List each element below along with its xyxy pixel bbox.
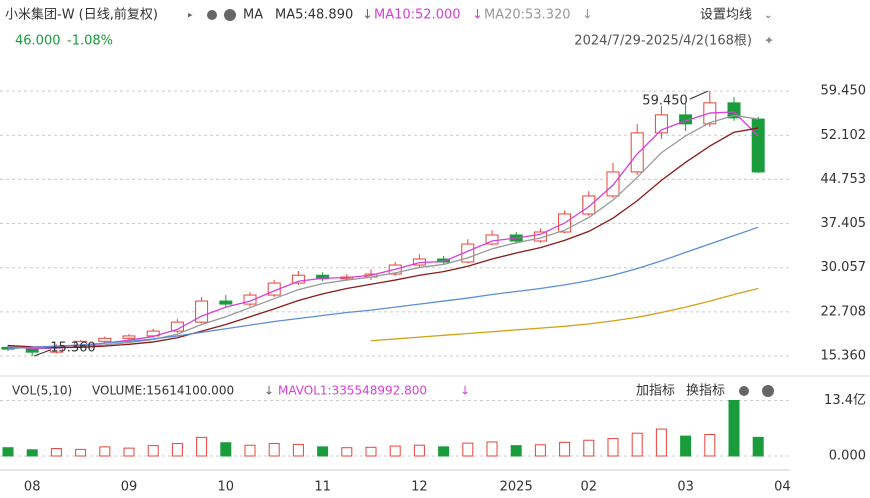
mavol: MAVOL1:335548992.800	[278, 384, 427, 398]
candle-body	[751, 118, 765, 173]
x-tick-label: 2025	[500, 480, 533, 495]
volume-bar	[413, 444, 425, 457]
candle-body	[195, 300, 209, 323]
volume-bar	[365, 446, 377, 457]
svg-text:⌄: ⌄	[764, 10, 772, 21]
gear-icon[interactable]	[207, 10, 217, 20]
ma-line	[7, 127, 759, 348]
date-range: 2024/7/29-2025/4/2(168根)	[574, 34, 752, 49]
volume-bar	[171, 443, 183, 457]
svg-text:↓: ↓	[362, 8, 373, 23]
candle-body	[606, 171, 620, 197]
volume-bar	[220, 442, 232, 457]
candle-body	[243, 294, 257, 305]
switch-indicator[interactable]: 换指标	[686, 384, 725, 399]
candle-body	[122, 335, 136, 339]
min-annotation: 15.360	[50, 340, 95, 355]
volume-bar	[486, 441, 498, 457]
volume-bar	[462, 442, 474, 457]
annotation-arrow	[689, 90, 709, 100]
volume-bar	[680, 435, 692, 457]
x-tick-label: 11	[314, 480, 331, 495]
y-tick-label: 15.360	[821, 348, 867, 363]
volume-bar	[438, 446, 450, 457]
volume-bar	[583, 439, 595, 457]
candle-body	[582, 195, 596, 215]
y-tick-label: 13.4亿	[824, 393, 866, 408]
volume-bar	[510, 445, 522, 457]
volume-bar	[123, 447, 135, 457]
ma-label: MA	[243, 8, 263, 23]
y-tick-label: 37.405	[821, 216, 867, 231]
volume-bar	[317, 446, 329, 457]
x-tick-label: 09	[121, 480, 138, 495]
y-tick-label: 52.102	[821, 128, 867, 143]
volume-bar	[2, 447, 14, 457]
x-tick-label: 12	[411, 480, 428, 495]
title: 小米集团-W (日线,前复权)	[5, 7, 158, 23]
svg-text:↓: ↓	[582, 8, 593, 23]
y-tick-label: 30.057	[821, 260, 867, 275]
volume: VOLUME:15614100.000	[92, 384, 234, 398]
y-tick-label: 22.708	[821, 304, 867, 319]
x-tick-label: 10	[218, 480, 235, 495]
volume-bar	[147, 445, 159, 457]
svg-text:↓: ↓	[460, 384, 470, 398]
y-tick-label: 44.753	[821, 172, 867, 187]
close-icon[interactable]	[762, 385, 774, 397]
candle-body	[219, 300, 233, 305]
volume-bar	[99, 446, 111, 457]
x-tick-label: 02	[581, 480, 598, 495]
candle-body	[461, 243, 475, 263]
volume-bar	[559, 441, 571, 457]
volume-bar	[268, 443, 280, 457]
ma-line	[7, 114, 759, 349]
volume-bar	[389, 445, 401, 457]
settings[interactable]: 设置均线	[700, 8, 752, 23]
volume-bar	[607, 438, 619, 457]
svg-text:✦: ✦	[764, 34, 774, 48]
svg-text:↓: ↓	[472, 8, 483, 23]
volume-bar	[704, 433, 716, 457]
vol-title: VOL(5,10)	[12, 384, 72, 398]
svg-text:↓: ↓	[264, 384, 274, 398]
candle-body	[291, 274, 305, 284]
volume-bar	[534, 444, 546, 457]
candle-body	[485, 234, 499, 245]
volume-bar	[75, 448, 87, 457]
x-tick-label: 04	[774, 480, 791, 495]
ma-line	[7, 226, 759, 350]
annotation-arrow	[34, 349, 51, 357]
volume-bar	[50, 448, 62, 457]
close-icon[interactable]	[224, 9, 236, 21]
x-tick-label: 03	[677, 480, 694, 495]
legend-ma10: MA10:52.000	[374, 8, 461, 23]
candle-body	[630, 132, 644, 173]
add-indicator[interactable]: 加指标	[636, 384, 675, 399]
candle-body	[98, 337, 112, 342]
y-tick-label: 0.000	[829, 449, 866, 464]
x-tick-label: 08	[24, 480, 41, 495]
y-tick-label: 59.450	[821, 84, 867, 99]
gear-icon[interactable]	[739, 386, 749, 396]
legend-ma20: MA20:53.320	[484, 8, 571, 23]
volume-bar	[26, 449, 38, 457]
ma-line	[370, 287, 759, 342]
svg-text:▸: ▸	[188, 11, 193, 21]
volume-bar	[655, 428, 667, 457]
volume-bar	[631, 432, 643, 457]
legend-ma5: MA5:48.890	[275, 8, 353, 23]
max-annotation: 59.450	[642, 94, 688, 109]
candle-body	[25, 348, 39, 353]
volume-bar	[728, 399, 740, 457]
volume-bar	[292, 443, 304, 457]
volume-bar	[244, 444, 256, 457]
volume-bar	[752, 436, 764, 457]
price: 46.000	[15, 34, 61, 49]
volume-bar	[341, 447, 353, 457]
ma-line	[7, 111, 759, 350]
change: -1.08%	[67, 34, 113, 49]
volume-bar	[196, 436, 208, 457]
